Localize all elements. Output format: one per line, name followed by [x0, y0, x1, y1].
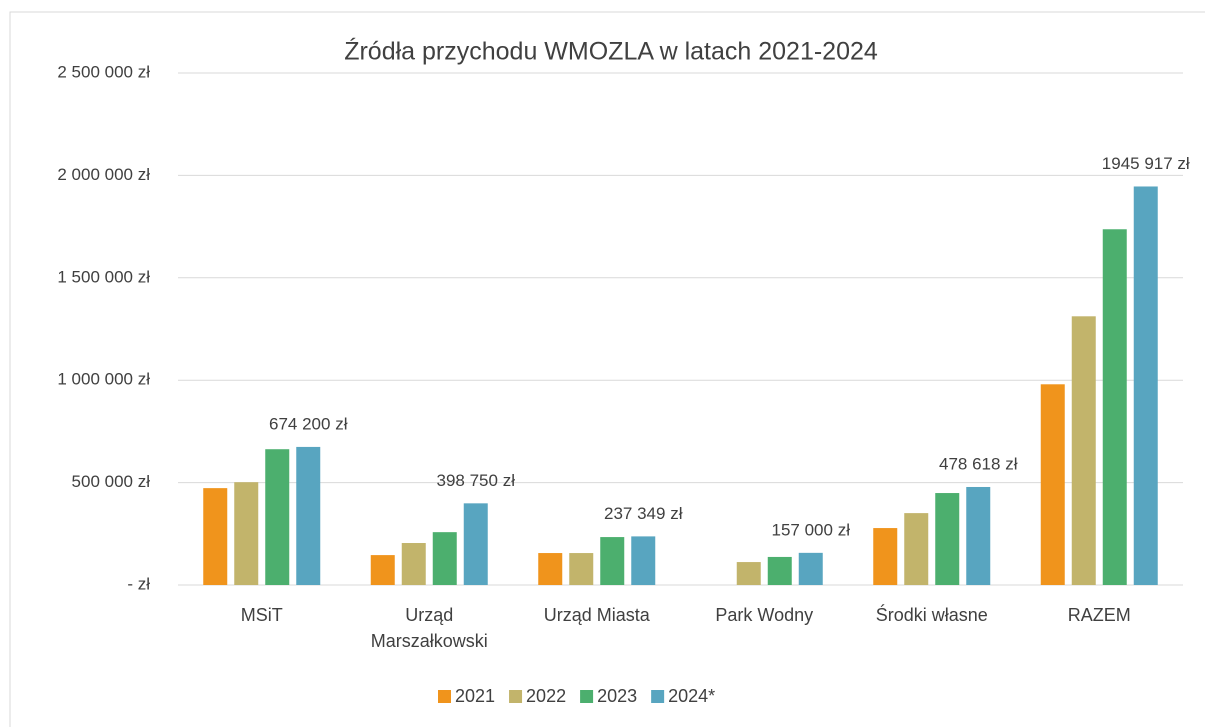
- legend-label: 2021: [455, 686, 495, 706]
- bar: [1133, 186, 1158, 585]
- chart-border: [9, 11, 1205, 727]
- data-label: 1945 917 zł: [1102, 154, 1190, 173]
- data-label: 674 200 zł: [269, 414, 348, 433]
- x-tick-label: RAZEM: [1067, 605, 1131, 625]
- bar: [736, 562, 761, 585]
- data-label: 157 000 zł: [772, 520, 851, 539]
- bar: [767, 556, 792, 585]
- legend-swatch: [580, 690, 594, 703]
- legend-label: 2023: [597, 686, 637, 706]
- bar: [935, 493, 960, 585]
- bar: [798, 552, 823, 585]
- x-tick-label: MSiT: [240, 605, 283, 625]
- bar: [538, 553, 563, 585]
- bar: [631, 536, 656, 585]
- legend-swatch: [438, 690, 451, 703]
- y-tick-label: 1 500 000 zł: [57, 267, 150, 286]
- y-tick-label: - zł: [127, 574, 150, 593]
- data-label: 237 349 zł: [604, 504, 683, 523]
- bar: [600, 537, 625, 585]
- chart-title: Źródła przychodu WMOZLA w latach 2021-20…: [344, 37, 878, 66]
- legend-label: 2022: [526, 686, 566, 706]
- data-label: 478 618 zł: [939, 454, 1018, 473]
- bar: [401, 543, 426, 585]
- bar: [966, 486, 991, 585]
- legend-swatch: [509, 690, 523, 703]
- y-tick-label: 2 500 000 zł: [57, 62, 150, 81]
- x-tick-label: Środki własne: [875, 605, 988, 625]
- bar: [234, 482, 259, 585]
- bar: [265, 449, 290, 585]
- bar: [873, 528, 898, 585]
- bar: [904, 513, 929, 585]
- legend-swatch: [651, 690, 665, 703]
- bar: [1102, 229, 1127, 586]
- x-tick-label: Urząd Miasta: [543, 605, 650, 625]
- bar: [203, 488, 228, 585]
- y-tick-label: 1 000 000 zł: [57, 370, 150, 389]
- bar: [296, 446, 321, 585]
- y-tick-label: 500 000 zł: [72, 472, 151, 491]
- x-tick-label: Park Wodny: [715, 605, 814, 625]
- bar: [1040, 384, 1065, 585]
- y-tick-label: 2 000 000 zł: [57, 165, 150, 184]
- bar: [370, 555, 395, 585]
- bar: [1071, 316, 1096, 585]
- x-tick-label: Urząd Marszałkowski: [370, 605, 488, 651]
- bar: [569, 553, 594, 585]
- data-label: 398 750 zł: [437, 471, 516, 490]
- bar: [463, 503, 488, 585]
- legend-label: 2024*: [668, 686, 715, 706]
- bar: [432, 532, 457, 585]
